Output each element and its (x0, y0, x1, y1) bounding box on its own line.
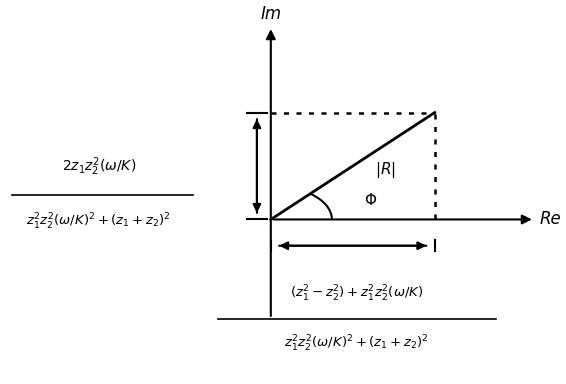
Text: $z_1^2z_2^2(\omega / K)^2+(z_1+z_2)^2$: $z_1^2z_2^2(\omega / K)^2+(z_1+z_2)^2$ (285, 334, 430, 354)
Text: $|R|$: $|R|$ (375, 160, 396, 180)
Text: $(z_1^2-z_2^2)+z_1^2z_2^2(\omega / K)$: $(z_1^2-z_2^2)+z_1^2z_2^2(\omega / K)$ (290, 284, 423, 304)
Text: $\Phi$: $\Phi$ (365, 192, 378, 208)
Text: Im: Im (260, 5, 281, 23)
Text: $z_1^2z_2^2(\omega / K)^2+(z_1+z_2)^2$: $z_1^2z_2^2(\omega / K)^2+(z_1+z_2)^2$ (26, 212, 171, 232)
Text: Re: Re (539, 210, 561, 228)
Text: $2z_1z_2^2(\omega / K)$: $2z_1z_2^2(\omega / K)$ (62, 156, 136, 178)
